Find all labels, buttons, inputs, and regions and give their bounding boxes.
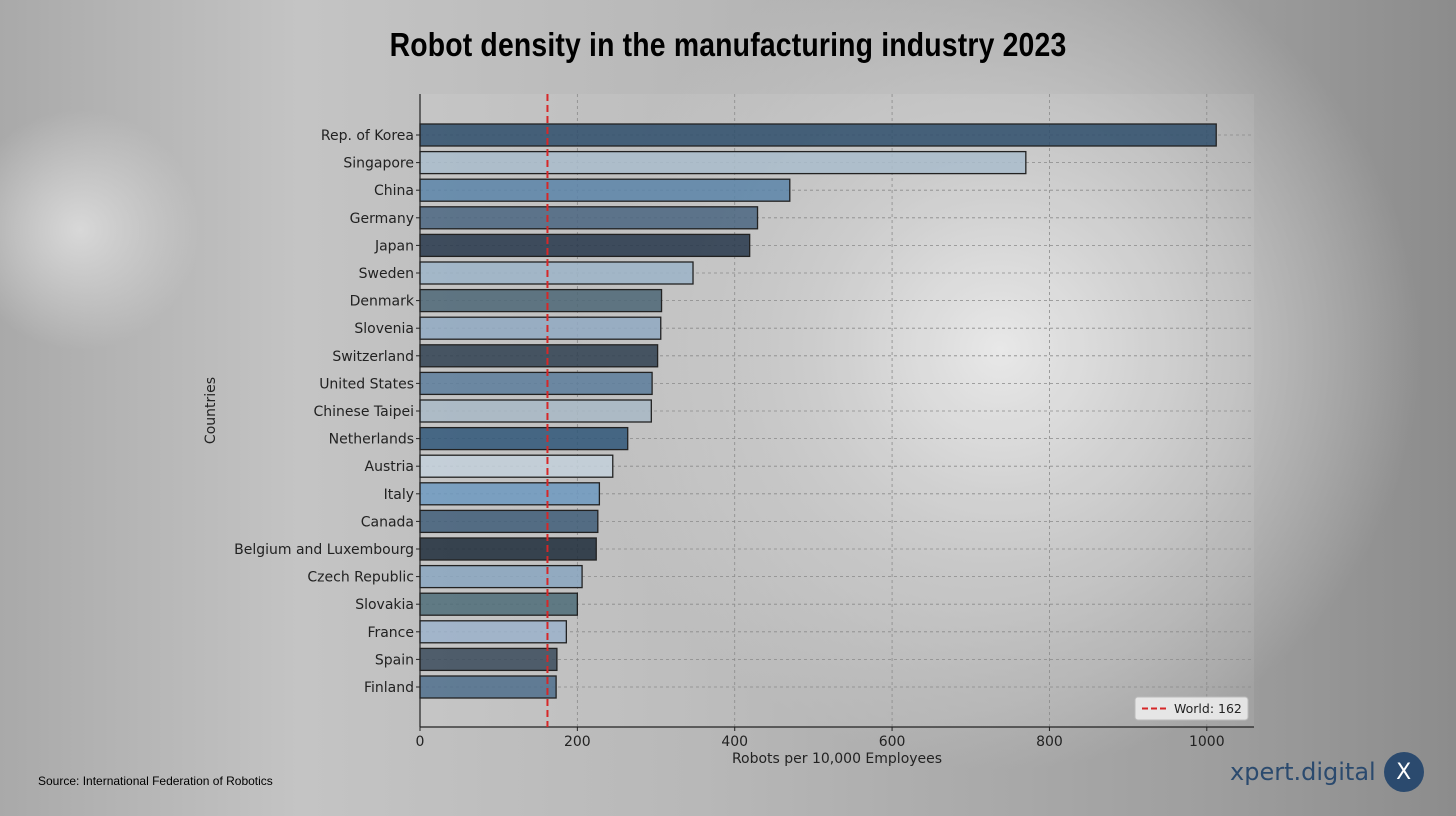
y-tick-label: China	[374, 183, 414, 199]
y-tick-label: Slovenia	[354, 321, 414, 337]
bar-finland	[419, 675, 557, 699]
x-axis-label: Robots per 10,000 Employees	[732, 751, 942, 767]
bar-czech-republic	[419, 564, 583, 589]
bar-sweden	[419, 261, 694, 285]
logo-x-icon: X	[1383, 752, 1424, 792]
y-tick-label: United States	[319, 376, 414, 392]
y-tick-label: Canada	[361, 514, 414, 530]
y-tick-label: Japan	[374, 238, 414, 254]
bar-rep-of-korea	[419, 123, 1217, 147]
bar-chinese-taipei	[419, 399, 652, 423]
y-tick-label: Chinese Taipei	[314, 404, 414, 420]
bar-switzerland	[419, 344, 659, 368]
y-tick-label: France	[367, 625, 414, 641]
bar-netherlands	[419, 426, 629, 451]
xpert-digital-logo: xpert.digital X	[1230, 752, 1424, 792]
y-tick-label: Netherlands	[329, 432, 414, 448]
x-tick-label: 400	[721, 734, 748, 750]
y-tick-label: Belgium and Luxembourg	[234, 542, 414, 558]
y-tick-label: Italy	[384, 487, 414, 503]
bar-spain	[419, 647, 558, 672]
legend-box	[1134, 696, 1249, 721]
bar-slovakia	[419, 592, 579, 616]
x-tick-label: 0	[416, 734, 425, 750]
bar-slovenia	[419, 316, 662, 340]
x-tick-label: 600	[879, 734, 906, 750]
y-tick-label: Singapore	[343, 156, 414, 172]
y-axis-label: Countries	[203, 377, 219, 444]
y-tick-label: Switzerland	[332, 349, 414, 365]
bar-denmark	[419, 288, 663, 313]
bar-austria	[419, 454, 614, 478]
chart-title: Robot density in the manufacturing indus…	[389, 26, 1067, 63]
bar-canada	[419, 509, 599, 534]
source-note: Source: International Federation of Robo…	[38, 774, 273, 788]
x-tick-label: 800	[1036, 734, 1063, 750]
legend-label: World: 162	[1174, 701, 1242, 716]
bar-germany	[419, 206, 759, 230]
x-tick-label: 1000	[1189, 734, 1225, 750]
bar-singapore	[419, 150, 1027, 175]
bar-italy	[419, 482, 601, 506]
y-tick-label: Denmark	[350, 294, 415, 310]
bar-japan	[419, 233, 751, 258]
y-tick-label: Austria	[365, 459, 414, 475]
bar-united-states	[419, 371, 653, 396]
bar-france	[419, 620, 567, 644]
y-tick-label: Slovakia	[355, 597, 414, 613]
y-tick-label: Spain	[375, 652, 414, 668]
y-tick-label: Rep. of Korea	[321, 128, 414, 144]
bar-belgium-and-luxembourg	[419, 537, 597, 561]
y-tick-label: Finland	[364, 680, 414, 696]
x-tick-label: 200	[564, 734, 591, 750]
y-tick-label: Czech Republic	[307, 570, 414, 586]
y-tick-label: Germany	[350, 211, 414, 227]
logo-text: xpert.digital	[1230, 758, 1376, 786]
bar-china	[419, 178, 791, 202]
y-tick-label: Sweden	[359, 266, 414, 282]
